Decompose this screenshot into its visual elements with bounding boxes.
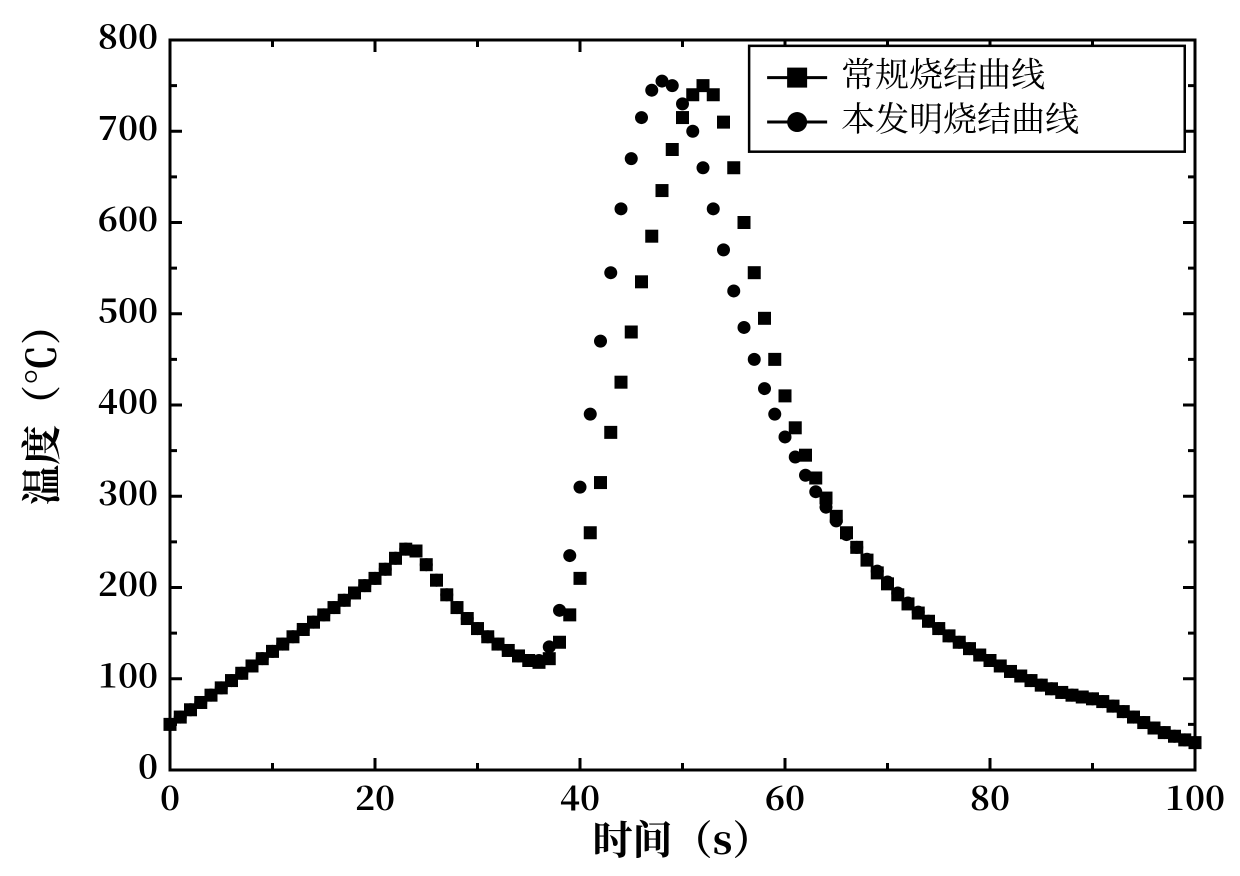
legend-marker (787, 112, 807, 132)
series-1-marker (686, 125, 699, 138)
series-1-marker (881, 576, 894, 589)
series-1-marker (707, 202, 720, 215)
series-1-marker (758, 382, 771, 395)
series-0-marker (727, 161, 740, 174)
y-axis-title: 温度（℃） (10, 305, 67, 505)
series-1-marker (912, 606, 925, 619)
series-1-marker (871, 565, 884, 578)
legend-marker (787, 68, 807, 88)
series-1-marker (840, 528, 853, 541)
series-1-marker (789, 451, 802, 464)
series-1-marker (666, 79, 679, 92)
series-0-marker (625, 326, 638, 339)
series-1-marker (717, 243, 730, 256)
series-1-marker (594, 335, 607, 348)
series-1-marker (584, 408, 597, 421)
series-1-marker (697, 161, 710, 174)
series-1-marker (440, 588, 453, 601)
y-tick-label: 200 (98, 557, 158, 606)
series-1-marker (625, 152, 638, 165)
series-1-marker (410, 545, 423, 558)
series-1-marker (553, 604, 566, 617)
series-1-marker (563, 549, 576, 562)
series-0-marker (779, 389, 792, 402)
series-0-marker (584, 526, 597, 539)
series-0-marker (717, 116, 730, 129)
series-0-marker (666, 143, 679, 156)
y-tick-label: 600 (98, 192, 158, 241)
series-1-marker (779, 430, 792, 443)
series-0-marker (645, 230, 658, 243)
chart-container: 0204060801000100200300400500600700800时间（… (0, 0, 1240, 876)
series-1-marker (891, 586, 904, 599)
y-tick-label: 500 (98, 283, 158, 332)
x-tick-label: 80 (970, 771, 1010, 820)
series-1-marker (768, 408, 781, 421)
series-1-marker (861, 553, 874, 566)
series-1-marker (369, 572, 382, 585)
series-1-marker (420, 558, 433, 571)
series-1-marker (850, 541, 863, 554)
series-1-marker (615, 202, 628, 215)
series-1-marker (809, 485, 822, 498)
legend-label: 本发明烧结曲线 (841, 92, 1079, 141)
series-0-marker (707, 88, 720, 101)
y-tick-label: 100 (98, 648, 158, 697)
series-1-marker (574, 481, 587, 494)
series-1-marker (471, 622, 484, 635)
chart-svg: 0204060801000100200300400500600700800时间（… (0, 0, 1240, 876)
series-1-marker (676, 97, 689, 110)
series-1-marker (902, 597, 915, 610)
series-0-marker (758, 312, 771, 325)
series-0-marker (635, 275, 648, 288)
series-1-marker (635, 111, 648, 124)
series-1-marker (451, 601, 464, 614)
series-1-marker (379, 563, 392, 576)
series-0-marker (789, 421, 802, 434)
x-tick-label: 20 (355, 771, 395, 820)
series-0-marker (748, 266, 761, 279)
series-1-marker (533, 654, 546, 667)
series-1-marker (830, 514, 843, 527)
series-0-marker (676, 111, 689, 124)
y-tick-label: 400 (98, 375, 158, 424)
series-1-marker (461, 612, 474, 625)
series-1-marker (799, 469, 812, 482)
legend-label: 常规烧结曲线 (841, 47, 1045, 96)
series-0-marker (615, 376, 628, 389)
series-1-marker (820, 501, 833, 514)
x-tick-label: 100 (1165, 771, 1225, 820)
y-tick-label: 300 (98, 466, 158, 515)
series-1-marker (389, 552, 402, 565)
series-0-marker (768, 353, 781, 366)
x-tick-label: 0 (160, 771, 180, 820)
x-axis-title: 时间（s） (593, 809, 773, 866)
y-tick-label: 800 (98, 10, 158, 59)
y-tick-label: 700 (98, 101, 158, 150)
series-0-marker (604, 426, 617, 439)
series-0-marker (574, 572, 587, 585)
series-1-marker (543, 640, 556, 653)
series-1-marker (430, 574, 443, 587)
series-1-marker (748, 353, 761, 366)
series-0-marker (738, 216, 751, 229)
series-1-marker (1189, 736, 1202, 749)
series-1-marker (604, 266, 617, 279)
series-1-marker (738, 321, 751, 334)
y-tick-label: 0 (138, 740, 158, 789)
series-1-marker (645, 84, 658, 97)
series-0-marker (594, 476, 607, 489)
series-1-marker (727, 284, 740, 297)
series-0-marker (656, 184, 669, 197)
